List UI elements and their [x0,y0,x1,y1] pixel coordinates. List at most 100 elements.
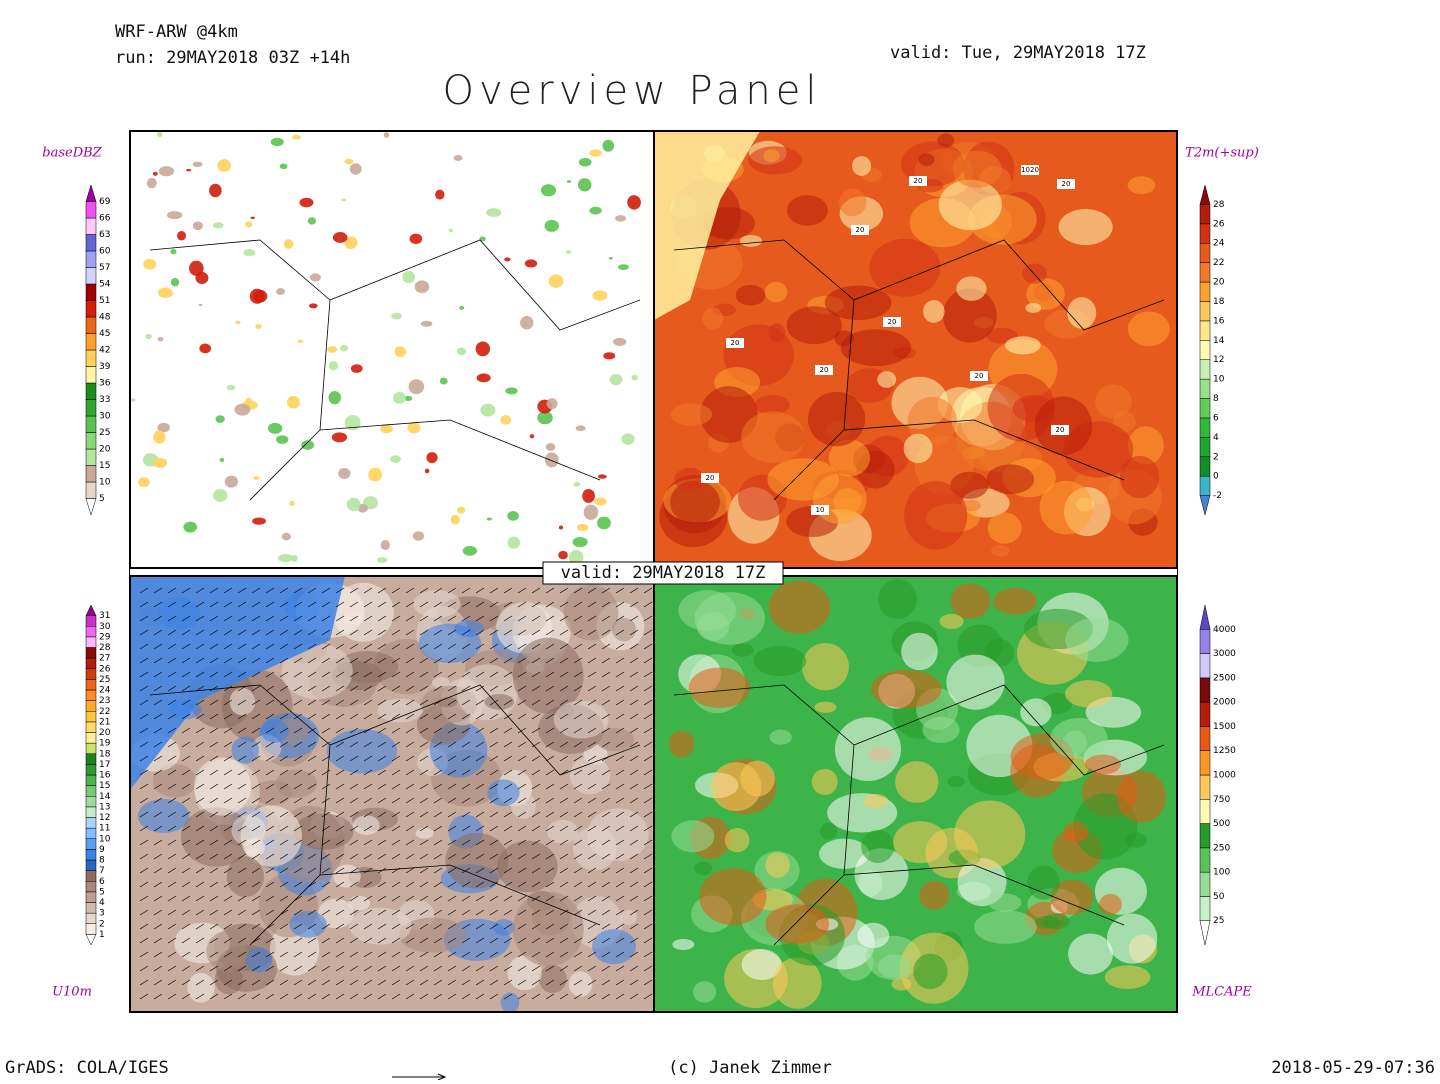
wind-arrow [237,825,247,832]
wind-arrow [167,923,177,930]
wind-arrow [615,671,625,678]
map-field [276,288,285,295]
wind-arrow [559,853,569,860]
wind-arrow [181,741,191,748]
wind-arrow [307,615,317,622]
wind-arrow [573,601,583,608]
map-field [170,277,180,287]
wind-arrow [335,993,345,1000]
map-field [137,798,190,833]
map-field [475,341,491,357]
wind-arrow [377,965,387,972]
wind-arrow [461,895,471,902]
wind-arrow [503,769,513,776]
wind-arrow [489,853,499,860]
wind-arrow [615,881,625,888]
wind-arrow [615,587,625,594]
wind-arrow [503,643,513,650]
wind-arrow [167,909,177,916]
wind-arrow [167,783,177,790]
wind-arrow [167,643,177,650]
wind-arrow [559,895,569,902]
wind-arrow [293,755,303,762]
wind-arrow [489,909,499,916]
wind-arrow [601,853,611,860]
wind-arrow [377,853,387,860]
map-field [246,947,273,973]
wind-arrow [629,951,639,958]
wind-arrow [251,825,261,832]
colorbar-label: 27 [99,654,110,664]
wind-arrow [503,727,513,734]
wind-arrow [265,643,275,650]
map-field [393,392,406,404]
wind-arrow [475,979,485,986]
map-field [1125,832,1148,848]
colorbar-label: 22 [1213,258,1224,268]
wind-arrow [237,811,247,818]
wind-arrow [559,825,569,832]
wind-arrow [195,769,205,776]
wind-arrow [405,587,415,594]
colorbar-box [1199,847,1211,873]
map-label: 1020 [1021,166,1039,174]
wind-arrow [545,853,555,860]
map-field [1104,965,1151,990]
wind-arrow [461,671,471,678]
wind-arrow [573,811,583,818]
wind-arrow [195,643,205,650]
wind-arrow [545,993,555,1000]
wind-arrow [475,615,485,622]
colorbar-label: 100 [1213,868,1230,878]
map-field [215,415,225,423]
wind-arrow [195,713,205,720]
wind-arrow [531,755,541,762]
map-field [212,222,224,229]
map-field [415,827,434,839]
wind-arrow [363,713,373,720]
wind-arrow [195,755,205,762]
map-label: 20 [914,177,923,185]
wind-arrow [265,769,275,776]
wind-arrow [475,937,485,944]
wind-arrow [265,797,275,804]
wind-arrow [293,699,303,706]
wind-arrow [517,587,527,594]
wind-arrow [391,979,401,986]
colorbar-label: 45 [99,329,110,339]
wind-arrow [349,713,359,720]
wind-arrow [377,783,387,790]
wind-arrow [503,909,513,916]
map-field [1127,176,1156,195]
wind-arrow [615,993,625,1000]
wind-arrow [517,993,527,1000]
wind-arrow [307,601,317,608]
wind-arrow [629,685,639,692]
wind-arrow [545,713,555,720]
map-field [895,761,939,803]
wind-arrow [503,601,513,608]
wind-arrow [573,769,583,776]
wind-arrow [139,937,149,944]
wind-arrow [517,685,527,692]
wind-arrow [237,713,247,720]
wind-arrow [573,657,583,664]
wind-arrow [503,867,513,874]
wind-arrow [307,839,317,846]
wind-arrow [139,825,149,832]
colorbar-box [85,399,97,417]
wind-arrow [391,769,401,776]
wind-arrow [237,993,247,1000]
wind-arrow [307,629,317,636]
colorbar-label: 18 [99,749,111,759]
wind-arrow [223,937,233,944]
wind-arrow [531,587,541,594]
wind-arrow [209,993,219,1000]
wind-arrow [433,867,443,874]
wind-arrow [629,657,639,664]
colorbar-label: 2 [99,919,105,929]
map-field [414,280,430,294]
wind-arrow [195,867,205,874]
wind-arrow [153,657,163,664]
footer-center: (c) Janek Zimmer [668,1058,832,1078]
